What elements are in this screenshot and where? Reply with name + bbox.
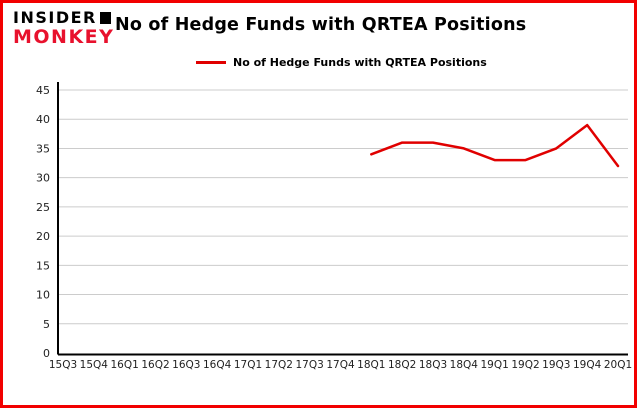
y-axis-labels: 0 5 10 15 20 25 30 35 40 45 bbox=[36, 84, 50, 360]
svg-text:16Q3: 16Q3 bbox=[172, 359, 200, 371]
svg-text:16Q4: 16Q4 bbox=[203, 359, 232, 371]
svg-text:45: 45 bbox=[36, 84, 50, 97]
x-axis-labels: 15Q3 15Q4 16Q1 16Q2 16Q3 16Q4 17Q1 17Q2 17Q3 17Q4… bbox=[49, 359, 632, 371]
svg-text:17Q4: 17Q4 bbox=[326, 359, 355, 371]
svg-text:5: 5 bbox=[43, 318, 50, 331]
svg-text:15Q3: 15Q3 bbox=[49, 359, 77, 371]
svg-text:40: 40 bbox=[36, 113, 50, 126]
legend-label: No of Hedge Funds with QRTEA Positions bbox=[233, 56, 487, 69]
svg-text:18Q3: 18Q3 bbox=[419, 359, 447, 371]
svg-text:10: 10 bbox=[36, 289, 50, 302]
svg-text:19Q4: 19Q4 bbox=[573, 359, 602, 371]
logo-text-monkey: MONKEY bbox=[13, 25, 115, 48]
logo-text-insider: INSIDER bbox=[13, 8, 97, 27]
svg-text:15: 15 bbox=[36, 259, 50, 272]
svg-text:20: 20 bbox=[36, 230, 50, 243]
gridlines bbox=[58, 89, 628, 325]
svg-text:18Q4: 18Q4 bbox=[450, 359, 479, 371]
svg-text:17Q3: 17Q3 bbox=[296, 359, 324, 371]
svg-text:18Q2: 18Q2 bbox=[388, 359, 416, 371]
chart-legend: No of Hedge Funds with QRTEA Positions bbox=[196, 56, 487, 69]
svg-text:30: 30 bbox=[36, 172, 50, 185]
axes bbox=[57, 82, 628, 356]
svg-text:16Q1: 16Q1 bbox=[111, 359, 139, 371]
logo-line1: INSIDER bbox=[13, 8, 114, 27]
svg-text:19Q2: 19Q2 bbox=[511, 359, 539, 371]
svg-text:19Q3: 19Q3 bbox=[542, 359, 570, 371]
legend-line-swatch bbox=[196, 61, 226, 64]
insider-monkey-logo: INSIDER MONKEY bbox=[13, 8, 115, 48]
line-chart: 0 5 10 15 20 25 30 35 40 45 15Q3 15Q4 16Q1 16Q2 16Q3 16… bbox=[36, 82, 632, 371]
svg-text:17Q1: 17Q1 bbox=[234, 359, 262, 371]
svg-text:18Q1: 18Q1 bbox=[357, 359, 385, 371]
svg-text:19Q1: 19Q1 bbox=[481, 359, 509, 371]
svg-text:35: 35 bbox=[36, 142, 50, 155]
logo-block-icon bbox=[99, 12, 111, 25]
series-line bbox=[370, 123, 620, 168]
svg-text:0: 0 bbox=[43, 347, 50, 360]
svg-text:17Q2: 17Q2 bbox=[265, 359, 293, 371]
svg-text:20Q1: 20Q1 bbox=[604, 359, 632, 371]
svg-text:15Q4: 15Q4 bbox=[80, 359, 109, 371]
svg-text:25: 25 bbox=[36, 201, 50, 214]
chart-title: No of Hedge Funds with QRTEA Positions bbox=[115, 15, 527, 35]
svg-text:16Q2: 16Q2 bbox=[141, 359, 169, 371]
